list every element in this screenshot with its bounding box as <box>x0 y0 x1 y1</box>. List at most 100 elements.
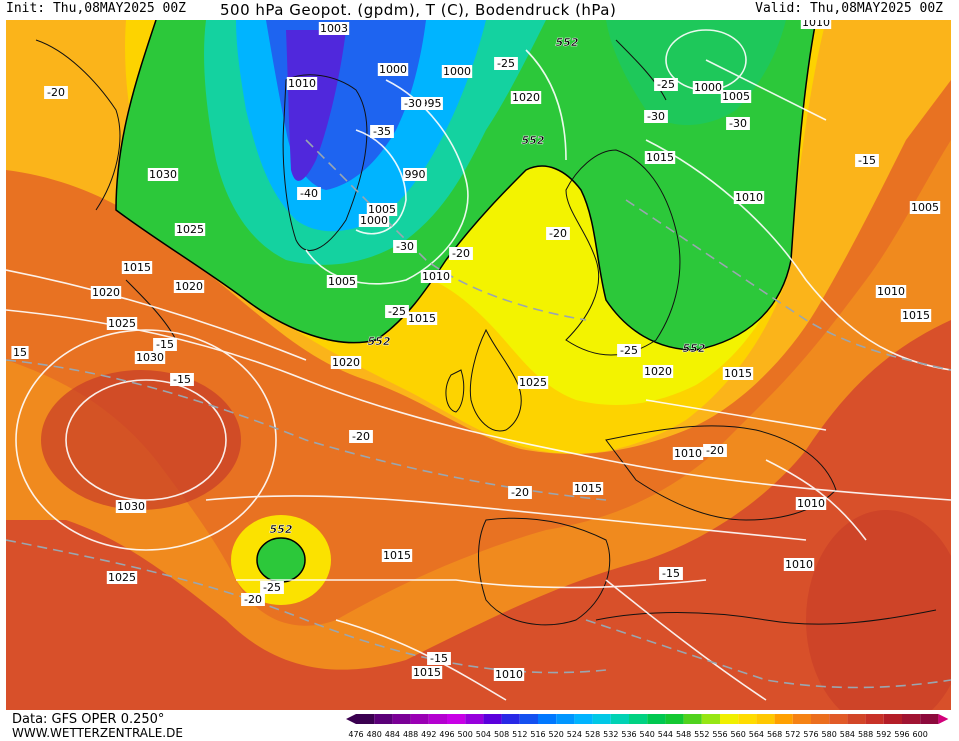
legend-swatch <box>410 714 429 724</box>
temperature-label: -20 <box>47 86 65 99</box>
temperature-label: -15 <box>173 373 191 386</box>
legend-value-label: 524 <box>567 730 582 739</box>
pressure-label-box <box>403 168 427 181</box>
pressure-label-box <box>692 81 724 94</box>
geopotential-labels: 552 552 552 552 552 <box>269 36 706 537</box>
pressure-label-box <box>106 571 138 584</box>
legend-value-label: 568 <box>767 730 782 739</box>
pressure-label-box <box>330 356 362 369</box>
legend-value-label: 544 <box>658 730 673 739</box>
field-cutoff-green <box>257 538 305 582</box>
temperature-label-box <box>449 247 473 260</box>
temperature-label-box <box>855 154 879 167</box>
legend-swatch <box>883 714 902 724</box>
pressure-label: 1015 <box>574 482 602 495</box>
pressure-label: 1000 <box>379 63 407 76</box>
temperature-label: -25 <box>620 344 638 357</box>
pressure-label-box <box>733 191 765 204</box>
legend-swatch <box>610 714 629 724</box>
temperature-label-box <box>385 305 409 318</box>
pressure-label: 1025 <box>108 571 136 584</box>
legend-value-label: 584 <box>840 730 855 739</box>
pressure-label: 1020 <box>175 280 203 293</box>
legend-arrow-right <box>938 714 949 724</box>
pressure-label-box <box>900 309 932 322</box>
legend-value-label: 492 <box>421 730 436 739</box>
temperature-label: -30 <box>396 240 414 253</box>
legend-value-label: 508 <box>494 730 509 739</box>
temperature-label: -40 <box>300 187 318 200</box>
pressure-label: 1005 <box>328 275 356 288</box>
legend-value-label: 552 <box>694 730 709 739</box>
legend-value-label: 576 <box>803 730 818 739</box>
temperature-label: -20 <box>549 227 567 240</box>
legend-swatch <box>592 714 611 724</box>
pressure-label: 1000 <box>360 214 388 227</box>
legend-swatch <box>556 714 575 724</box>
temperature-label-box <box>393 240 417 253</box>
contour-552-main <box>115 20 817 351</box>
temperature-label-box <box>546 227 570 240</box>
pressure-label-box <box>783 558 815 571</box>
pressure-label: 1010 <box>422 270 450 283</box>
pressure-label: 1015 <box>646 151 674 164</box>
legend-swatch <box>574 714 593 724</box>
pressure-label: 1010 <box>797 497 825 510</box>
pressure-label: 1015 <box>408 312 436 325</box>
geopotential-label: 552 <box>522 134 545 147</box>
legend-swatches <box>346 714 949 724</box>
pressure-label: 1025 <box>519 376 547 389</box>
pressure-label-box <box>441 65 473 78</box>
pressure-label: 1020 <box>512 91 540 104</box>
pressure-label-box <box>795 497 827 510</box>
legend-value-label: 580 <box>822 730 837 739</box>
legend-value-label: 516 <box>530 730 545 739</box>
geopotential-label: 552 <box>368 335 391 348</box>
legend-swatch <box>465 714 484 724</box>
legend-value-label: 600 <box>913 730 928 739</box>
pressure-label-box <box>644 151 676 164</box>
legend-value-label: 536 <box>621 730 636 739</box>
temperature-label: -15 <box>662 567 680 580</box>
pressure-label-box <box>174 223 206 236</box>
geopotential-label: 552 <box>556 36 579 49</box>
pressure-label-box <box>672 447 704 460</box>
pressure-label-box <box>510 91 542 104</box>
legend-swatch <box>538 714 557 724</box>
legend-swatch <box>683 714 702 724</box>
legend-value-label: 560 <box>731 730 746 739</box>
pressure-label: 1020 <box>644 365 672 378</box>
legend-value-label: 564 <box>749 730 764 739</box>
legend-value-label: 588 <box>858 730 873 739</box>
pressure-label-box <box>173 280 205 293</box>
temperature-label: -15 <box>156 338 174 351</box>
temperature-label-box <box>349 430 373 443</box>
temperature-label-box <box>170 373 194 386</box>
field-504-purple <box>286 30 346 181</box>
legend-swatch <box>501 714 520 724</box>
pressure-label-box <box>411 666 443 679</box>
legend-swatch <box>829 714 848 724</box>
temperature-label: -15 <box>858 154 876 167</box>
legend-swatch <box>738 714 757 724</box>
pressure-label: 1000 <box>443 65 471 78</box>
pressure-label: 1015 <box>413 666 441 679</box>
coastlines <box>35 39 937 626</box>
pressure-label-box <box>720 90 752 103</box>
legend-swatch <box>720 714 739 724</box>
legend-value-label: 556 <box>712 730 727 739</box>
legend-swatch <box>647 714 666 724</box>
pressure-label: 1015 <box>383 549 411 562</box>
legend-value-label: 484 <box>385 730 400 739</box>
temperature-label-box <box>644 110 668 123</box>
temperature-label-box <box>659 567 683 580</box>
legend-swatch <box>811 714 830 724</box>
temperature-label: -20 <box>244 593 262 606</box>
temperature-label: -35 <box>373 125 391 138</box>
temperature-label-box <box>260 581 284 594</box>
pressure-label: 1030 <box>117 500 145 513</box>
legend-swatch <box>902 714 921 724</box>
pressure-label-box <box>134 351 166 364</box>
